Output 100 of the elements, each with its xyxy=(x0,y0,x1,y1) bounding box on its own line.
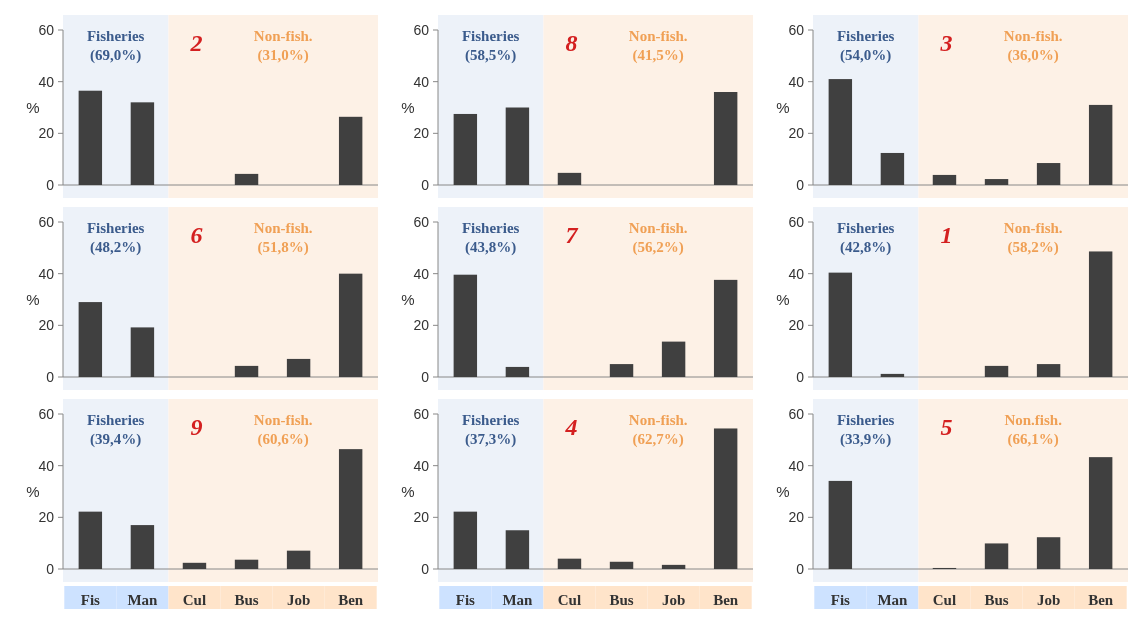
x-tick-label: Job xyxy=(286,592,311,609)
annotation: 2 xyxy=(189,30,203,57)
bar xyxy=(338,116,363,185)
y-tick-label: 0 xyxy=(796,560,805,577)
y-tick-label: 20 xyxy=(413,317,430,334)
bar xyxy=(1036,537,1061,569)
y-tick-label: 40 xyxy=(788,73,805,90)
bar xyxy=(234,365,259,377)
annotation: 9 xyxy=(190,414,203,441)
annotation: 1 xyxy=(940,222,953,249)
x-tick-label: Cul xyxy=(182,592,207,609)
y-tick-label: 0 xyxy=(46,176,55,193)
x-tick-label: Job xyxy=(661,592,686,609)
bar xyxy=(130,525,155,569)
bar xyxy=(130,102,155,185)
annotation: Non-fish. xyxy=(253,220,313,237)
annotation: Non.fish. xyxy=(1004,412,1063,429)
y-tick-label: 60 xyxy=(788,21,805,38)
annotation: Fisheries xyxy=(836,412,895,429)
annotation: (54,0%) xyxy=(840,47,892,65)
y-tick-label: 20 xyxy=(413,509,430,526)
bar xyxy=(609,364,634,377)
annotation: (48,2%) xyxy=(90,239,142,257)
annotation: 4 xyxy=(564,414,578,441)
annotation: Non-fish. xyxy=(628,220,688,237)
annotation: (51,8%) xyxy=(257,239,309,257)
bar xyxy=(453,274,478,377)
y-tick-label: 0 xyxy=(421,560,430,577)
annotation: Fisheries xyxy=(461,28,520,45)
y-tick-label: 60 xyxy=(788,213,805,230)
x-tick-label: Man xyxy=(127,592,159,609)
x-tick-label: Cul xyxy=(932,592,957,609)
x-tick-label: Bus xyxy=(609,592,634,609)
bar xyxy=(828,79,853,185)
annotation: 3 xyxy=(939,30,953,57)
annotation: Non-fish. xyxy=(628,28,688,45)
annotation: 5 xyxy=(940,414,953,441)
x-tick-label: Ben xyxy=(1088,592,1114,609)
annotation: (56,2%) xyxy=(632,239,684,257)
bar xyxy=(78,90,103,185)
bar xyxy=(609,561,634,569)
y-tick-label: 20 xyxy=(788,509,805,526)
y-tick-label: 0 xyxy=(796,176,805,193)
y-axis-title: % xyxy=(401,482,415,500)
bar xyxy=(1088,104,1113,185)
bar xyxy=(286,550,311,569)
bar xyxy=(557,558,582,569)
annotation: (58,2%) xyxy=(1007,239,1059,257)
x-tick-label: Bus xyxy=(234,592,259,609)
y-tick-label: 40 xyxy=(38,265,55,282)
annotation: Fisheries xyxy=(836,28,895,45)
bar xyxy=(880,373,905,377)
y-tick-label: 20 xyxy=(38,125,55,142)
y-tick-label: 60 xyxy=(38,213,55,230)
y-tick-label: 40 xyxy=(38,457,55,474)
bar xyxy=(78,302,103,377)
y-axis-title: % xyxy=(776,290,790,308)
y-tick-label: 60 xyxy=(413,405,430,422)
annotation: 8 xyxy=(565,30,578,57)
annotation: Fisheries xyxy=(86,28,145,45)
y-axis-title: % xyxy=(776,98,790,116)
y-axis-title: % xyxy=(401,290,415,308)
bar xyxy=(130,327,155,377)
bar xyxy=(234,559,259,569)
bar xyxy=(1088,457,1113,569)
bar xyxy=(338,273,363,377)
y-axis-title: % xyxy=(401,98,415,116)
y-tick-label: 40 xyxy=(38,73,55,90)
bar xyxy=(828,480,853,569)
x-tick-label: Fis xyxy=(830,592,851,609)
bar xyxy=(557,172,582,185)
x-tick-label: Job xyxy=(1036,592,1061,609)
bar xyxy=(505,366,530,377)
bar xyxy=(984,365,1009,377)
x-tick-label: Man xyxy=(502,592,534,609)
y-tick-label: 60 xyxy=(413,213,430,230)
y-tick-label: 60 xyxy=(38,21,55,38)
annotation: (42,8%) xyxy=(840,239,892,257)
bar xyxy=(453,113,478,185)
annotation: (39,4%) xyxy=(90,431,142,449)
bar xyxy=(338,449,363,569)
x-tick-label: Cul xyxy=(557,592,582,609)
x-tick-label: Bus xyxy=(984,592,1009,609)
y-tick-label: 20 xyxy=(788,125,805,142)
bar xyxy=(713,279,738,377)
annotation: Non-fish. xyxy=(1003,28,1063,45)
annotation: Non-fish. xyxy=(1003,220,1063,237)
y-tick-label: 60 xyxy=(788,405,805,422)
y-tick-label: 40 xyxy=(413,73,430,90)
y-tick-label: 0 xyxy=(421,368,430,385)
annotation: 6 xyxy=(190,222,203,249)
bar xyxy=(880,152,905,185)
y-tick-label: 20 xyxy=(788,317,805,334)
bar xyxy=(713,92,738,185)
y-tick-label: 0 xyxy=(796,368,805,385)
annotation: (60,6%) xyxy=(257,431,309,449)
bar xyxy=(932,174,957,185)
annotation: (58,5%) xyxy=(465,47,517,65)
annotation: Fisheries xyxy=(86,412,145,429)
y-tick-label: 60 xyxy=(413,21,430,38)
